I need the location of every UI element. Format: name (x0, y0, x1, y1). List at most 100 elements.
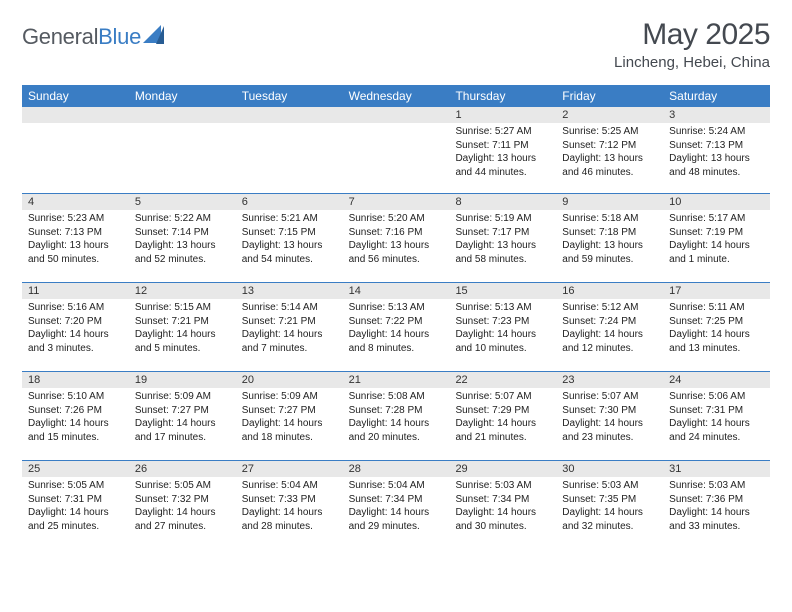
day-number: 9 (556, 194, 663, 210)
day-number: 7 (343, 194, 450, 210)
day-number: 27 (236, 461, 343, 477)
calendar-cell: 2Sunrise: 5:25 AMSunset: 7:12 PMDaylight… (556, 107, 663, 193)
day-body: Sunrise: 5:17 AMSunset: 7:19 PMDaylight:… (663, 210, 770, 270)
day-body: Sunrise: 5:20 AMSunset: 7:16 PMDaylight:… (343, 210, 450, 270)
day-number: 22 (449, 372, 556, 388)
dow-thursday: Thursday (449, 85, 556, 107)
title-block: May 2025 Lincheng, Hebei, China (614, 18, 770, 71)
daylight-text: Daylight: 14 hours and 12 minutes. (562, 328, 657, 355)
calendar-cell: 6Sunrise: 5:21 AMSunset: 7:15 PMDaylight… (236, 194, 343, 282)
day-number: 17 (663, 283, 770, 299)
sunset-text: Sunset: 7:30 PM (562, 404, 657, 418)
sunrise-text: Sunrise: 5:03 AM (669, 479, 764, 493)
calendar-cell: 20Sunrise: 5:09 AMSunset: 7:27 PMDayligh… (236, 372, 343, 460)
calendar-cell (236, 107, 343, 193)
daylight-text: Daylight: 13 hours and 58 minutes. (455, 239, 550, 266)
daylight-text: Daylight: 14 hours and 18 minutes. (242, 417, 337, 444)
daylight-text: Daylight: 14 hours and 29 minutes. (349, 506, 444, 533)
daylight-text: Daylight: 14 hours and 25 minutes. (28, 506, 123, 533)
sunrise-text: Sunrise: 5:19 AM (455, 212, 550, 226)
sunrise-text: Sunrise: 5:16 AM (28, 301, 123, 315)
sunset-text: Sunset: 7:27 PM (135, 404, 230, 418)
day-number (22, 107, 129, 123)
day-body: Sunrise: 5:15 AMSunset: 7:21 PMDaylight:… (129, 299, 236, 359)
calendar-cell (22, 107, 129, 193)
day-body: Sunrise: 5:12 AMSunset: 7:24 PMDaylight:… (556, 299, 663, 359)
sunset-text: Sunset: 7:12 PM (562, 139, 657, 153)
sunrise-text: Sunrise: 5:05 AM (135, 479, 230, 493)
day-body: Sunrise: 5:10 AMSunset: 7:26 PMDaylight:… (22, 388, 129, 448)
calendar-cell: 25Sunrise: 5:05 AMSunset: 7:31 PMDayligh… (22, 461, 129, 549)
calendar-cell: 31Sunrise: 5:03 AMSunset: 7:36 PMDayligh… (663, 461, 770, 549)
calendar-cell (343, 107, 450, 193)
calendar-row: 11Sunrise: 5:16 AMSunset: 7:20 PMDayligh… (22, 283, 770, 372)
logo-triangle-dark-icon (156, 26, 164, 44)
sunset-text: Sunset: 7:26 PM (28, 404, 123, 418)
day-number: 4 (22, 194, 129, 210)
sunset-text: Sunset: 7:17 PM (455, 226, 550, 240)
daylight-text: Daylight: 13 hours and 50 minutes. (28, 239, 123, 266)
sunrise-text: Sunrise: 5:04 AM (242, 479, 337, 493)
day-body: Sunrise: 5:11 AMSunset: 7:25 PMDaylight:… (663, 299, 770, 359)
day-number: 29 (449, 461, 556, 477)
day-number (129, 107, 236, 123)
dow-monday: Monday (129, 85, 236, 107)
day-body: Sunrise: 5:05 AMSunset: 7:32 PMDaylight:… (129, 477, 236, 537)
day-body: Sunrise: 5:21 AMSunset: 7:15 PMDaylight:… (236, 210, 343, 270)
sunrise-text: Sunrise: 5:12 AM (562, 301, 657, 315)
sunset-text: Sunset: 7:28 PM (349, 404, 444, 418)
calendar-cell: 8Sunrise: 5:19 AMSunset: 7:17 PMDaylight… (449, 194, 556, 282)
day-number: 28 (343, 461, 450, 477)
calendar-cell: 15Sunrise: 5:13 AMSunset: 7:23 PMDayligh… (449, 283, 556, 371)
header: GeneralBlue May 2025 Lincheng, Hebei, Ch… (22, 18, 770, 71)
sunrise-text: Sunrise: 5:21 AM (242, 212, 337, 226)
sunrise-text: Sunrise: 5:15 AM (135, 301, 230, 315)
sunrise-text: Sunrise: 5:07 AM (455, 390, 550, 404)
sunset-text: Sunset: 7:21 PM (135, 315, 230, 329)
day-number: 8 (449, 194, 556, 210)
sunrise-text: Sunrise: 5:25 AM (562, 125, 657, 139)
daylight-text: Daylight: 13 hours and 56 minutes. (349, 239, 444, 266)
calendar-cell: 24Sunrise: 5:06 AMSunset: 7:31 PMDayligh… (663, 372, 770, 460)
daylight-text: Daylight: 14 hours and 32 minutes. (562, 506, 657, 533)
sunrise-text: Sunrise: 5:17 AM (669, 212, 764, 226)
day-number: 16 (556, 283, 663, 299)
calendar-cell: 12Sunrise: 5:15 AMSunset: 7:21 PMDayligh… (129, 283, 236, 371)
sunrise-text: Sunrise: 5:11 AM (669, 301, 764, 315)
calendar-row: 18Sunrise: 5:10 AMSunset: 7:26 PMDayligh… (22, 372, 770, 461)
day-number: 18 (22, 372, 129, 388)
sunset-text: Sunset: 7:13 PM (28, 226, 123, 240)
sunrise-text: Sunrise: 5:03 AM (562, 479, 657, 493)
daylight-text: Daylight: 13 hours and 59 minutes. (562, 239, 657, 266)
calendar-cell (129, 107, 236, 193)
daylight-text: Daylight: 14 hours and 13 minutes. (669, 328, 764, 355)
brand-word1: General (22, 24, 98, 50)
calendar-row: 1Sunrise: 5:27 AMSunset: 7:11 PMDaylight… (22, 107, 770, 194)
brand-logo: GeneralBlue (22, 18, 164, 50)
day-body: Sunrise: 5:27 AMSunset: 7:11 PMDaylight:… (449, 123, 556, 183)
sunset-text: Sunset: 7:25 PM (669, 315, 764, 329)
sunset-text: Sunset: 7:31 PM (669, 404, 764, 418)
calendar-cell: 27Sunrise: 5:04 AMSunset: 7:33 PMDayligh… (236, 461, 343, 549)
day-body: Sunrise: 5:06 AMSunset: 7:31 PMDaylight:… (663, 388, 770, 448)
day-number: 5 (129, 194, 236, 210)
day-body: Sunrise: 5:03 AMSunset: 7:34 PMDaylight:… (449, 477, 556, 537)
daylight-text: Daylight: 13 hours and 46 minutes. (562, 152, 657, 179)
dow-sunday: Sunday (22, 85, 129, 107)
sunrise-text: Sunrise: 5:03 AM (455, 479, 550, 493)
day-number: 30 (556, 461, 663, 477)
day-body: Sunrise: 5:19 AMSunset: 7:17 PMDaylight:… (449, 210, 556, 270)
sunset-text: Sunset: 7:13 PM (669, 139, 764, 153)
day-body: Sunrise: 5:13 AMSunset: 7:22 PMDaylight:… (343, 299, 450, 359)
sunrise-text: Sunrise: 5:04 AM (349, 479, 444, 493)
sunrise-text: Sunrise: 5:09 AM (135, 390, 230, 404)
dow-tuesday: Tuesday (236, 85, 343, 107)
daylight-text: Daylight: 14 hours and 28 minutes. (242, 506, 337, 533)
sunset-text: Sunset: 7:34 PM (455, 493, 550, 507)
day-body: Sunrise: 5:24 AMSunset: 7:13 PMDaylight:… (663, 123, 770, 183)
day-body: Sunrise: 5:07 AMSunset: 7:30 PMDaylight:… (556, 388, 663, 448)
calendar: Sunday Monday Tuesday Wednesday Thursday… (22, 85, 770, 549)
day-body: Sunrise: 5:07 AMSunset: 7:29 PMDaylight:… (449, 388, 556, 448)
day-body: Sunrise: 5:03 AMSunset: 7:36 PMDaylight:… (663, 477, 770, 537)
daylight-text: Daylight: 14 hours and 7 minutes. (242, 328, 337, 355)
